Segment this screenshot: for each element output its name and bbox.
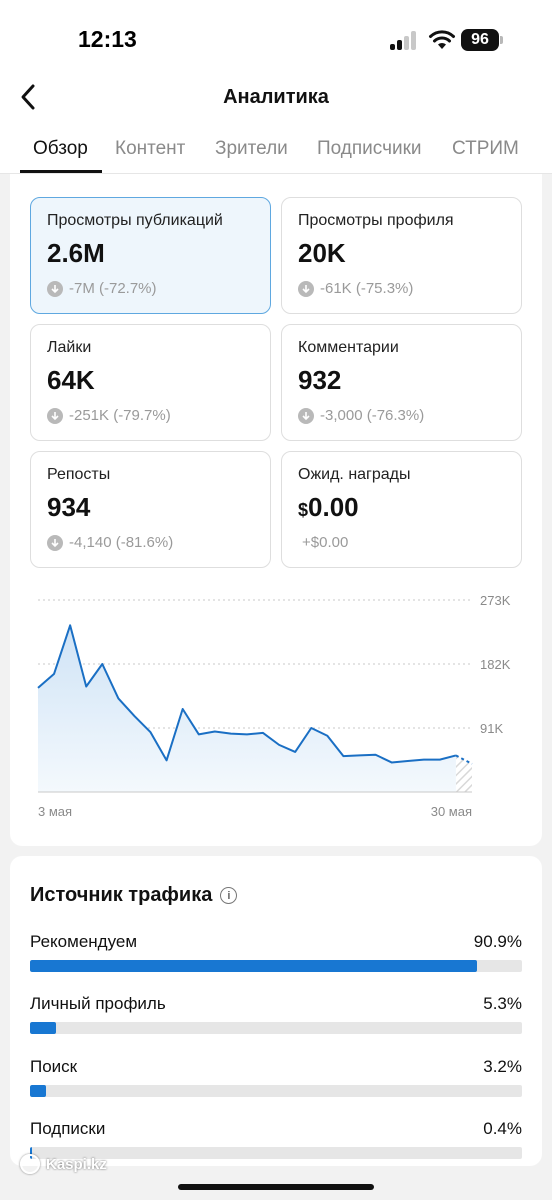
metric-change: -4,140 (-81.6%) bbox=[47, 534, 173, 551]
progress-fill bbox=[30, 1085, 46, 1097]
metric-profile-views[interactable]: Просмотры профиля 20K -61K (-75.3%) bbox=[281, 197, 522, 314]
metric-post-views[interactable]: Просмотры публикаций 2.6M -7M (-72.7%) bbox=[30, 197, 271, 314]
metric-likes[interactable]: Лайки 64K -251K (-79.7%) bbox=[30, 324, 271, 441]
metric-value: 2.6M bbox=[47, 238, 105, 268]
traffic-source-percent: 0.4% bbox=[483, 1119, 522, 1138]
arrow-down-icon bbox=[47, 280, 63, 297]
y-tick-label: 182K bbox=[480, 657, 511, 672]
traffic-title: Источник трафика i bbox=[30, 884, 238, 907]
traffic-row: Рекомендуем 90.9% bbox=[30, 932, 522, 982]
page-title: Аналитика bbox=[223, 86, 329, 108]
metric-comments[interactable]: Комментарии 932 -3,000 (-76.3%) bbox=[281, 324, 522, 441]
metric-value: 64K bbox=[47, 365, 95, 395]
y-tick-label: 273K bbox=[480, 593, 511, 608]
incomplete-data-area bbox=[455, 755, 472, 792]
progress-track bbox=[30, 1022, 522, 1034]
progress-track bbox=[30, 1085, 522, 1097]
home-indicator[interactable] bbox=[178, 1184, 374, 1190]
back-arrow-icon[interactable] bbox=[14, 82, 44, 112]
metric-label: Просмотры публикаций bbox=[47, 212, 223, 229]
metric-change-text: -7M (-72.7%) bbox=[69, 280, 157, 297]
traffic-source-percent: 5.3% bbox=[483, 994, 522, 1013]
area-fill bbox=[38, 625, 456, 792]
overview-card: Просмотры публикаций 2.6M -7M (-72.7%) П… bbox=[10, 174, 542, 846]
metric-label: Лайки bbox=[47, 339, 92, 356]
metric-estimated-rewards[interactable]: Ожид. награды $0.00 +$0.00 bbox=[281, 451, 522, 568]
active-tab-indicator bbox=[20, 170, 102, 173]
traffic-row: Поиск 3.2% bbox=[30, 1057, 522, 1107]
series-line bbox=[37, 624, 457, 764]
x-tick-label: 3 мая bbox=[38, 804, 72, 819]
status-bar: 12:13 96 bbox=[0, 0, 552, 80]
traffic-source-label: Подписки bbox=[30, 1119, 106, 1138]
tab-content[interactable]: Контент bbox=[115, 138, 186, 159]
metric-change-text: -4,140 (-81.6%) bbox=[69, 534, 174, 551]
progress-fill bbox=[30, 1022, 57, 1034]
cellular-signal-icon bbox=[390, 30, 420, 50]
metric-change-text: -3,000 (-76.3%) bbox=[320, 407, 425, 424]
arrow-down-icon bbox=[47, 407, 63, 424]
y-tick-label: 91K bbox=[480, 721, 503, 736]
status-time: 12:13 bbox=[78, 26, 137, 52]
arrow-down-icon bbox=[298, 280, 314, 297]
tab-live[interactable]: СТРИМ bbox=[452, 138, 519, 159]
tab-overview[interactable]: Обзор bbox=[33, 138, 88, 159]
currency-symbol: $ bbox=[298, 500, 309, 520]
traffic-source-label: Поиск bbox=[30, 1057, 78, 1076]
traffic-source-percent: 90.9% bbox=[473, 932, 522, 951]
metric-value-number: 0.00 bbox=[308, 492, 359, 522]
metric-label: Ожид. награды bbox=[298, 466, 411, 483]
arrow-down-icon bbox=[47, 534, 63, 551]
metric-change-text: -61K (-75.3%) bbox=[320, 280, 414, 297]
metric-change: -3,000 (-76.3%) bbox=[298, 407, 424, 424]
watermark: Kaspi.kz bbox=[20, 1154, 107, 1174]
metric-change-text: +$0.00 bbox=[302, 534, 349, 551]
tab-viewers[interactable]: Зрители bbox=[215, 138, 288, 159]
metric-change: -61K (-75.3%) bbox=[298, 280, 413, 297]
traffic-source-label: Личный профиль bbox=[30, 994, 166, 1013]
x-tick-label: 30 мая bbox=[431, 804, 472, 819]
metric-value: 932 bbox=[298, 365, 342, 395]
metric-shares[interactable]: Репосты 934 -4,140 (-81.6%) bbox=[30, 451, 271, 568]
progress-track bbox=[30, 960, 522, 972]
metric-value: 20K bbox=[298, 238, 346, 268]
traffic-source-card: Источник трафика i Рекомендуем 90.9% Лич… bbox=[10, 856, 542, 1166]
traffic-source-label: Рекомендуем bbox=[30, 932, 138, 951]
metric-label: Просмотры профиля bbox=[298, 212, 454, 229]
progress-fill bbox=[30, 960, 478, 972]
watermark-text: Kaspi.kz bbox=[46, 1155, 107, 1173]
metric-label: Комментарии bbox=[298, 339, 399, 356]
wifi-icon bbox=[429, 30, 455, 49]
metric-change: -251K (-79.7%) bbox=[47, 407, 171, 424]
progress-fill bbox=[30, 1147, 32, 1159]
kaspi-logo-icon bbox=[20, 1154, 40, 1174]
tab-bar: Обзор Контент Зрители Подписчики СТРИМ bbox=[0, 138, 552, 174]
traffic-title-text: Источник трафика bbox=[30, 884, 213, 906]
battery-tip bbox=[500, 36, 503, 44]
metric-change: -7M (-72.7%) bbox=[47, 280, 157, 297]
metric-change-text: -251K (-79.7%) bbox=[69, 407, 171, 424]
arrow-down-icon bbox=[298, 407, 314, 424]
progress-track bbox=[30, 1147, 522, 1159]
app-header: Аналитика Обзор Контент Зрители Подписчи… bbox=[0, 80, 552, 174]
info-icon[interactable]: i bbox=[220, 887, 238, 904]
metric-value: $0.00 bbox=[298, 492, 359, 523]
metric-label: Репосты bbox=[47, 466, 111, 483]
traffic-row: Личный профиль 5.3% bbox=[30, 994, 522, 1044]
metric-value: 934 bbox=[47, 492, 91, 522]
views-area-chart[interactable]: 273K 182K 91K 3 мая 30 мая bbox=[10, 584, 542, 824]
traffic-source-percent: 3.2% bbox=[483, 1057, 522, 1076]
tab-followers[interactable]: Подписчики bbox=[317, 138, 422, 159]
traffic-row: Подписки 0.4% bbox=[30, 1119, 522, 1169]
battery-icon: 96 bbox=[461, 29, 499, 51]
